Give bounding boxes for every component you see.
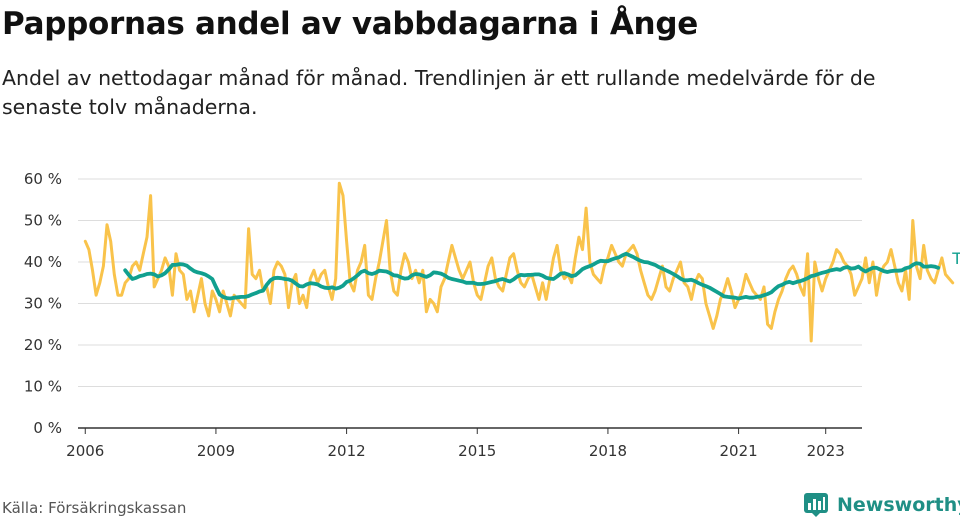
series-lines xyxy=(83,181,955,343)
x-tick-label: 2023 xyxy=(807,442,845,460)
x-tick-label: 2012 xyxy=(327,442,365,460)
series-line-trend xyxy=(123,251,941,301)
x-tick-label: 2021 xyxy=(719,442,757,460)
x-axis: 2006 2009 2012 2015 2018 2021 2023 xyxy=(66,427,862,460)
line-chart: 0 % 10 % 20 % 30 % 40 % 50 % 60 % 2006 2009 2012… xyxy=(24,170,960,460)
source-note: Källa: Försäkringskassan xyxy=(2,499,187,517)
y-tick-label: 40 % xyxy=(24,253,62,271)
brand-logo: Newsworthy xyxy=(803,490,960,520)
x-tick-label: 2015 xyxy=(458,442,496,460)
newsworthy-logo-icon xyxy=(804,493,828,517)
brand-name: Newsworthy xyxy=(837,494,960,516)
y-tick-label: 30 % xyxy=(24,295,62,313)
y-tick-label: 20 % xyxy=(24,336,62,354)
chart-subtitle: Andel av nettodagar månad för månad. Tre… xyxy=(2,66,876,119)
y-axis-ticks: 0 % 10 % 20 % 30 % 40 % 50 % 60 % xyxy=(24,170,62,437)
y-tick-label: 10 % xyxy=(24,378,62,396)
chart-title: Pappornas andel av vabbdagarna i Ånge xyxy=(2,6,698,42)
x-tick-label: 2009 xyxy=(197,442,235,460)
x-tick-label: 2006 xyxy=(66,442,104,460)
series-label-trend: Trend xyxy=(951,249,960,268)
y-tick-label: 50 % xyxy=(24,212,62,230)
series-labels: Per månadTrend xyxy=(951,249,960,268)
x-tick-label: 2018 xyxy=(589,442,627,460)
y-tick-label: 0 % xyxy=(33,419,62,437)
y-tick-label: 60 % xyxy=(24,170,62,188)
